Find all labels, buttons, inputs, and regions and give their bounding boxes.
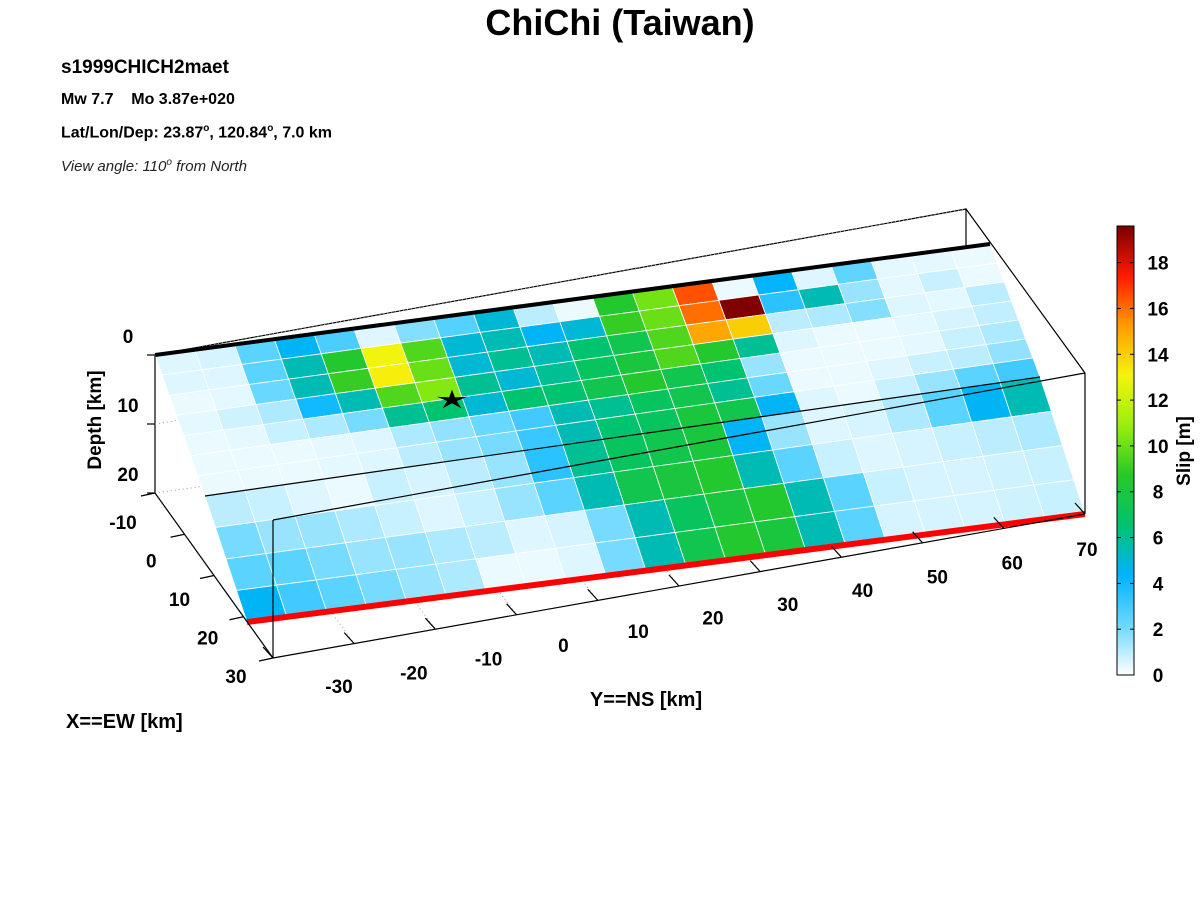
y-tick-mark: [993, 516, 1005, 529]
x-tick-mark: [199, 574, 215, 580]
y-tick-mark: [912, 531, 924, 544]
colorbar-tick-label: 8: [1153, 483, 1164, 504]
view-suffix: from North: [171, 158, 247, 175]
y-tick-label: -30: [325, 677, 352, 698]
x-tick-label: 0: [146, 552, 157, 573]
depth-axis-label: Depth [km]: [85, 370, 106, 469]
y-tick-label: -10: [475, 650, 502, 671]
degree-mark: o: [203, 123, 210, 134]
colorbar-tick-label: 4: [1153, 574, 1164, 595]
location-prefix: Lat/Lon/Dep: 23.87: [61, 124, 204, 142]
x-tick-mark: [258, 657, 274, 662]
colorbar-tick-label: 12: [1147, 391, 1168, 412]
y-tick-mark: [1074, 502, 1086, 515]
axis-labels: Y==NS [km] X==EW [km] Depth [km]: [66, 370, 702, 733]
y-tick-label: 10: [628, 622, 649, 643]
y-tick-mark: [749, 560, 761, 573]
x-tick-label: 30: [225, 667, 246, 688]
y-tick-label: 20: [702, 609, 723, 630]
fault-trace: [246, 511, 1086, 625]
y-tick-mark: [343, 632, 355, 645]
y-tick-mark: [262, 646, 274, 659]
colorbar-tick-label: 18: [1147, 254, 1168, 275]
figure-title: ChiChi (Taiwan): [485, 2, 755, 43]
hypocenter-star: [436, 389, 468, 409]
colorbar-bar: [1116, 225, 1135, 676]
box-top-right-edge: [965, 208, 1086, 374]
y-tick-label: 50: [927, 567, 948, 588]
y-tick-mark: [506, 603, 518, 616]
y-tick-label: 70: [1076, 540, 1097, 561]
model-id: s1999CHICH2maet: [61, 57, 229, 78]
x-tick-mark: [229, 616, 244, 621]
grid-line: [154, 208, 967, 356]
location-lon: , 120.84: [209, 124, 268, 142]
view-angle-line: View angle: 110o from North: [61, 157, 247, 175]
colorbar-tick-label: 10: [1147, 437, 1168, 458]
x-tick-label: -10: [109, 513, 136, 534]
colorbar-tick-label: 16: [1147, 299, 1168, 320]
x-tick-mark: [170, 533, 185, 538]
colorbar-label: Slip [m]: [1174, 416, 1195, 486]
y-tick-label: 40: [852, 581, 873, 602]
magnitude-line: Mw 7.7 Mo 3.87e+020: [61, 91, 235, 108]
location-dep: , 7.0 km: [273, 124, 332, 142]
y-tick-label: 30: [777, 595, 798, 616]
colorbar-tick-label: 6: [1153, 529, 1164, 550]
y-tick-mark: [668, 574, 680, 587]
y-tick-mark: [424, 617, 436, 630]
axis-ticks: -30 -20 -10 0 10 20 30 40 50 60 70 -10 0 10 20 30 0 10 20: [109, 327, 1097, 698]
colorbar-tick-label: 0: [1153, 666, 1164, 687]
fault-top-edge: [154, 242, 991, 357]
y-tick-mark: [830, 545, 842, 558]
x-axis-label: X==EW [km]: [66, 711, 183, 733]
y-tick-label: 60: [1002, 554, 1023, 575]
colorbar-tick-label: 14: [1147, 345, 1169, 366]
y-axis-label: Y==NS [km]: [590, 689, 702, 711]
degree-mark: o: [267, 123, 274, 134]
y-tick-label: -20: [400, 663, 427, 684]
colorbar: 0 2 4 6 8 10 12 14 16 18 Slip [m]: [1116, 225, 1195, 687]
y-tick-label: 0: [558, 636, 569, 657]
location-line: Lat/Lon/Dep: 23.87o, 120.84o, 7.0 km: [61, 123, 332, 142]
depth-tick-label: 10: [117, 396, 138, 417]
slip-cells: [154, 242, 1086, 625]
segment-boundary-line: [204, 376, 1041, 497]
x-tick-label: 20: [197, 629, 218, 650]
depth-tick-label: 20: [117, 465, 138, 486]
y-tick-mark: [587, 588, 599, 601]
depth-tick-label: 0: [123, 327, 134, 348]
colorbar-tick-label: 2: [1153, 620, 1164, 641]
view-prefix: View angle: 110: [61, 158, 167, 175]
degree-mark: o: [166, 157, 172, 168]
x-tick-label: 10: [169, 590, 190, 611]
box-front-top-edge: [272, 372, 1086, 521]
